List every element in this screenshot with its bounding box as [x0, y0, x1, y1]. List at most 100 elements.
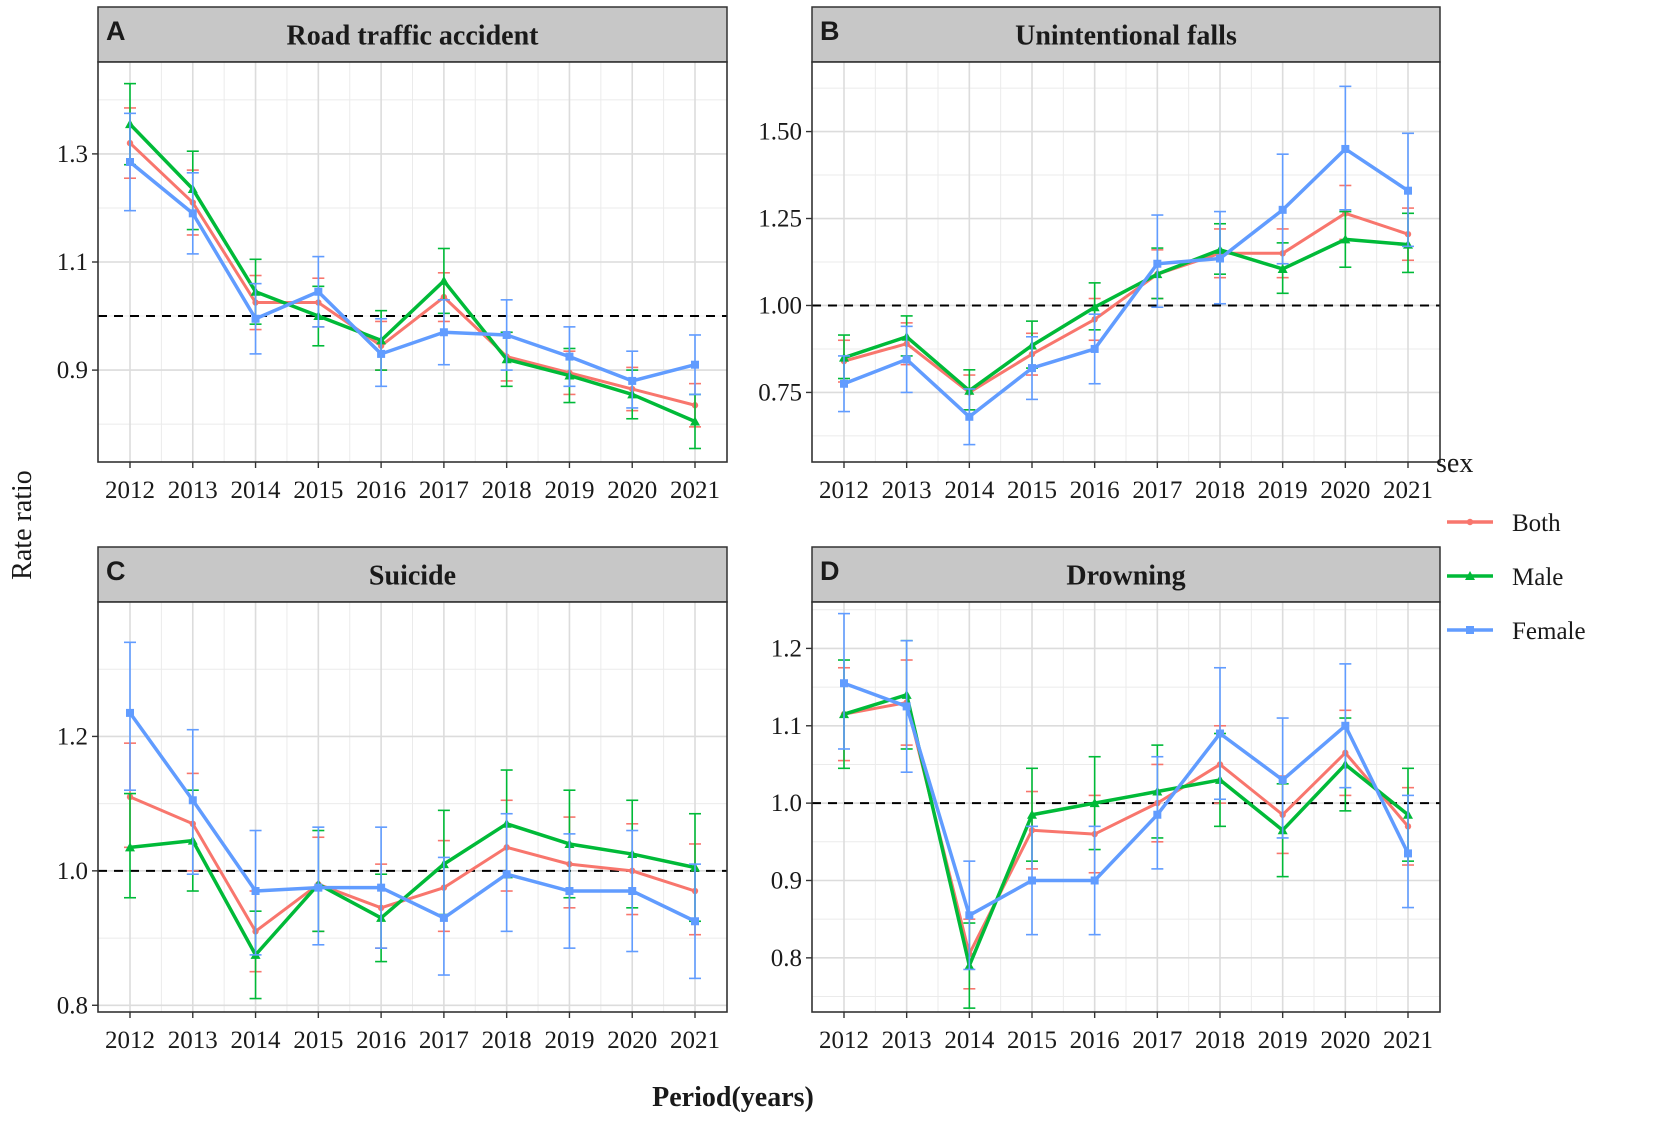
y-tick-label: 1.0 [57, 858, 88, 885]
series-female [124, 641, 701, 980]
panel-letter-d: D [820, 556, 840, 586]
panel-letter-c: C [106, 556, 126, 586]
data-point-female [314, 287, 323, 296]
data-point-female [1028, 876, 1036, 885]
panel-title-suicide: Suicide [369, 561, 456, 592]
x-tick-label: 2021 [1383, 1027, 1433, 1054]
legend-label: Male [1512, 564, 1563, 591]
data-point-male [1089, 798, 1100, 808]
y-tick-label: 1.25 [758, 206, 802, 233]
data-point-female [965, 911, 974, 920]
series-line-female [843, 147, 1409, 419]
y-tick-label: 1.1 [57, 249, 88, 276]
strip-b [811, 6, 1441, 63]
x-tick-label: 2015 [293, 477, 343, 504]
strip-a [97, 6, 728, 63]
x-tick-label: 2016 [356, 1027, 406, 1054]
data-point-female [439, 913, 448, 922]
data-point-female [1341, 721, 1350, 730]
y-tick-label: 1.2 [771, 635, 802, 662]
legend-key-marker [1466, 626, 1474, 634]
panel-title-drowning: Drowning [1066, 561, 1185, 592]
x-tick-label: 2020 [1320, 477, 1370, 504]
x-tick-label: 2021 [670, 477, 720, 504]
data-point-female [126, 708, 134, 717]
panel-border [97, 601, 728, 1013]
panels-layer: Road traffic accident A 0.9 1.1 1.3 2012 2013 2… [57, 6, 1441, 1054]
y-tick-label: 0.9 [57, 357, 88, 384]
y-tick-label: 0.75 [758, 379, 802, 406]
x-tick-label: 2020 [607, 477, 657, 504]
x-tick-label: 2021 [1383, 477, 1433, 504]
data-point-female [840, 379, 848, 388]
series-female [838, 612, 1414, 971]
data-point-female [1278, 775, 1287, 784]
data-point-male [1027, 809, 1037, 819]
x-tick-label: 2017 [1132, 477, 1182, 504]
x-tick-label: 2016 [1070, 477, 1120, 504]
data-point-female [439, 328, 448, 337]
series-line-male [129, 822, 696, 957]
x-tick-label: 2015 [293, 1027, 343, 1054]
data-point-female [1153, 259, 1162, 268]
series-line-both [129, 795, 696, 933]
data-point-female [1216, 254, 1224, 263]
x-tick-label: 2018 [482, 477, 532, 504]
data-point-female [251, 887, 260, 896]
x-tick-label: 2020 [607, 1027, 657, 1054]
x-tick-label: 2020 [1320, 1027, 1370, 1054]
panel-b: Unintentional falls B 0.75 1.00 1.25 1.50 2012… [758, 6, 1441, 504]
data-point-female [628, 887, 637, 896]
data-point-male [125, 842, 135, 852]
data-point-female [565, 352, 574, 361]
data-point-female [840, 679, 848, 688]
legend-label: Both [1512, 510, 1561, 537]
legend-item-female: Female [1447, 618, 1586, 645]
x-tick-label: 2012 [105, 477, 155, 504]
data-point-female [1278, 205, 1287, 214]
data-point-female [502, 870, 511, 879]
data-point-female [1090, 344, 1099, 353]
panel-border [811, 601, 1441, 1013]
x-tick-label: 2012 [819, 477, 869, 504]
x-tick-label: 2013 [882, 477, 932, 504]
x-tick-label: 2014 [231, 477, 282, 504]
x-tick-label: 2015 [1007, 1027, 1057, 1054]
data-point-female [565, 887, 574, 896]
y-axis-title: Rate ratio [7, 470, 38, 580]
data-point-male [1277, 263, 1288, 273]
panel-c: Suicide C 0.8 1.0 1.2 2012 2013 2014 2015 2016 201… [57, 546, 728, 1054]
series-line-female [843, 681, 1410, 918]
data-point-female [314, 883, 323, 892]
legend-label: Female [1512, 618, 1586, 645]
x-tick-label: 2013 [168, 477, 218, 504]
x-tick-label: 2013 [882, 1027, 932, 1054]
y-tick-label: 1.1 [771, 713, 802, 740]
data-point-female [377, 349, 386, 358]
x-tick-label: 2016 [1070, 1027, 1120, 1054]
data-point-female [691, 917, 699, 926]
data-point-male [438, 275, 449, 285]
panel-letter-b: B [820, 16, 840, 46]
data-point-female [251, 314, 260, 323]
x-tick-label: 2019 [1258, 477, 1308, 504]
x-tick-label: 2018 [1195, 1027, 1245, 1054]
series-line-male [128, 122, 696, 424]
data-point-female [1341, 144, 1350, 153]
series-line-male [843, 237, 1409, 393]
x-tick-label: 2021 [670, 1027, 720, 1054]
strip-d [811, 546, 1441, 603]
data-point-female [628, 376, 637, 385]
panel-border [811, 61, 1441, 463]
panel-title-unintentional-falls: Unintentional falls [1015, 21, 1237, 52]
data-point-female [1404, 849, 1412, 858]
series-line-female [128, 160, 696, 383]
x-tick-label: 2017 [419, 1027, 469, 1054]
x-tick-label: 2019 [1258, 1027, 1308, 1054]
panel-a: Road traffic accident A 0.9 1.1 1.3 2012 2013 2… [57, 6, 728, 504]
y-tick-label: 1.2 [57, 723, 88, 750]
x-tick-label: 2014 [231, 1027, 282, 1054]
y-tick-label: 0.8 [57, 992, 88, 1019]
data-point-female [965, 412, 974, 421]
